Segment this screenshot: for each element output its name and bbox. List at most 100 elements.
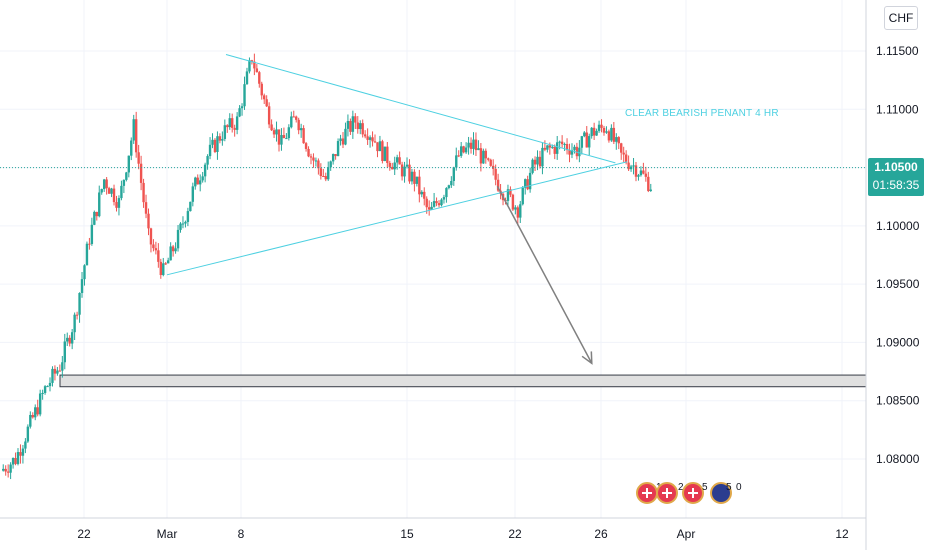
penant-lower-line[interactable] — [166, 161, 628, 276]
candle-body — [66, 337, 69, 342]
y-tick-label: 1.09500 — [876, 277, 920, 291]
candle-body — [4, 468, 7, 472]
candle-body — [221, 138, 224, 141]
candle-body — [528, 172, 532, 190]
candle-body — [477, 148, 480, 151]
candle-body — [600, 124, 603, 128]
candle-body — [231, 118, 234, 128]
candle-body — [164, 263, 167, 265]
support-zone-rect[interactable] — [59, 374, 867, 388]
candle-body — [285, 138, 288, 140]
candle-body — [462, 146, 465, 153]
candle-body — [617, 137, 620, 144]
candle-body — [615, 137, 618, 142]
candle-body — [538, 156, 542, 167]
candle-body — [511, 194, 515, 210]
candle-body — [142, 182, 145, 203]
candle-body — [418, 176, 421, 195]
candle-body — [9, 464, 12, 473]
y-tick-label: 1.11500 — [876, 44, 919, 58]
candle-body — [553, 146, 556, 154]
candle-body — [556, 142, 559, 154]
candle-body — [405, 164, 409, 167]
candle-body — [194, 177, 197, 187]
candle-body — [514, 207, 517, 210]
candle-body — [580, 136, 584, 148]
support-zone[interactable] — [59, 374, 867, 388]
candle-body — [324, 176, 327, 180]
candle-body — [395, 157, 399, 163]
candle-body — [339, 138, 342, 142]
candle-body — [573, 146, 576, 150]
candle-body — [563, 143, 566, 145]
penant-upper-line[interactable] — [225, 54, 616, 164]
candle-body — [292, 116, 295, 118]
candle-body — [647, 176, 650, 191]
candle-body — [533, 159, 537, 165]
swiss-flag-icon[interactable] — [656, 482, 678, 504]
candle-body — [455, 155, 458, 168]
candle-body — [297, 119, 300, 131]
candle-body — [491, 165, 495, 169]
candle-body — [208, 144, 212, 157]
candle-body — [85, 243, 89, 266]
currency-button[interactable]: CHF — [884, 6, 918, 30]
candle-body — [83, 265, 86, 280]
candle-body — [644, 173, 648, 177]
drawings[interactable] — [0, 54, 866, 365]
candle-body — [117, 198, 121, 208]
candle-body — [610, 127, 613, 141]
candle-body — [524, 179, 527, 188]
x-tick-label: Apr — [677, 527, 696, 541]
candle-body — [2, 468, 5, 471]
candle-body — [206, 156, 209, 165]
candle-body — [479, 148, 483, 164]
candle-body — [317, 160, 320, 169]
candle-body — [139, 163, 143, 183]
candle-body — [583, 132, 586, 137]
swiss-flag-icon[interactable] — [636, 482, 658, 504]
candle-body — [472, 139, 475, 149]
candle-body — [174, 248, 177, 252]
candle-body — [51, 368, 54, 383]
candle-body — [95, 211, 98, 217]
candle-body — [452, 167, 455, 181]
candle-body — [233, 127, 236, 130]
penant-annotation[interactable]: CLEAR BEARISH PENANT 4 HR — [625, 108, 779, 119]
candle-body — [639, 170, 643, 176]
candle-body — [546, 145, 549, 150]
x-tick-label: 26 — [594, 527, 608, 541]
candle-body — [275, 129, 278, 135]
candle-body — [132, 119, 135, 141]
candle-body — [344, 128, 347, 145]
chart-grid — [0, 0, 866, 518]
candle-body — [41, 392, 44, 394]
candle-body — [484, 150, 488, 159]
candle-body — [388, 162, 391, 167]
candle-body — [592, 127, 596, 136]
candle-body — [100, 189, 103, 193]
candle-body — [267, 106, 271, 125]
candle-body — [73, 314, 76, 333]
candle-body — [629, 166, 633, 170]
candle-body — [624, 154, 628, 163]
candle-body — [595, 130, 598, 136]
candle-body — [632, 165, 635, 167]
candle-body — [90, 224, 94, 244]
candle-body — [240, 106, 244, 109]
swiss-flag-icon[interactable] — [682, 482, 704, 504]
candle-body — [238, 108, 241, 117]
candle-body — [432, 201, 436, 207]
us-flag-icon[interactable] — [710, 482, 732, 504]
candle-body — [36, 407, 39, 415]
projection-arrow-head[interactable] — [581, 351, 593, 365]
candle-body — [263, 95, 266, 100]
candle-body — [29, 414, 32, 427]
last-price-tag: 1.10500 01:58:35 — [868, 158, 924, 196]
projection-arrow-shaft[interactable] — [496, 185, 593, 364]
candle-body — [137, 152, 140, 164]
candle-body — [469, 142, 473, 149]
candle-body — [442, 197, 446, 200]
candle-body — [70, 332, 74, 344]
